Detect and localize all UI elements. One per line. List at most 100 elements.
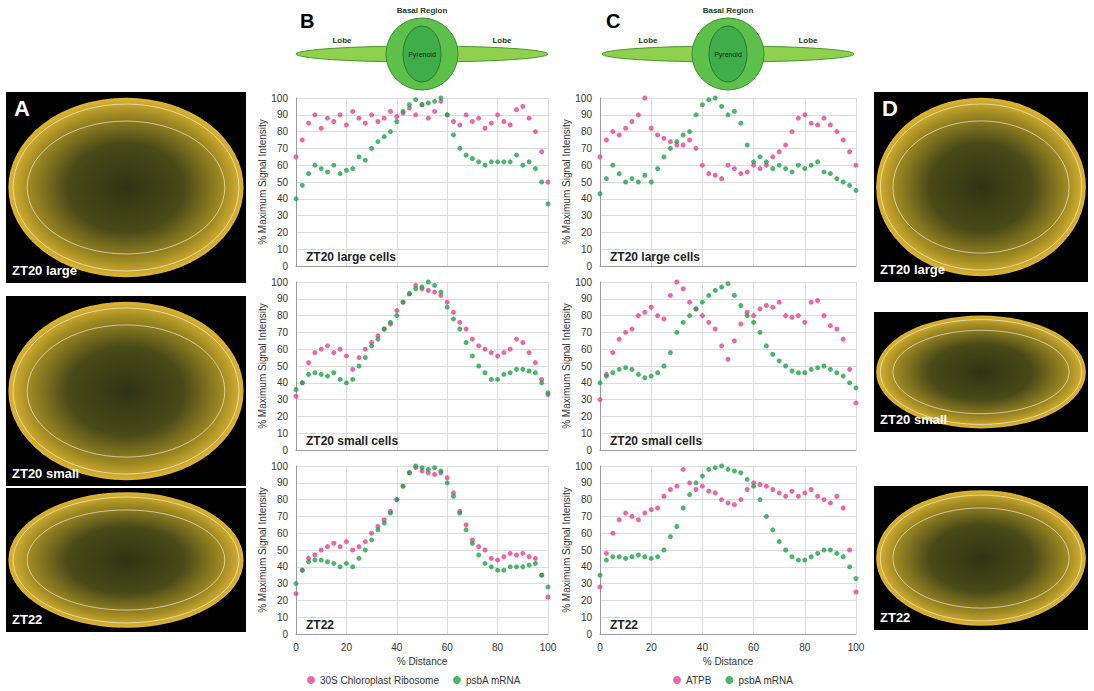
svg-text:40: 40: [697, 642, 709, 653]
svg-text:20: 20: [581, 595, 593, 606]
svg-text:20: 20: [581, 411, 593, 422]
svg-text:0: 0: [586, 261, 592, 272]
svg-text:10: 10: [277, 428, 289, 439]
svg-text:20: 20: [277, 411, 289, 422]
svg-text:40: 40: [277, 377, 289, 388]
svg-text:30S Chloroplast Ribosome: 30S Chloroplast Ribosome: [320, 675, 439, 686]
svg-text:40: 40: [581, 561, 593, 572]
svg-text:0: 0: [293, 642, 299, 653]
svg-text:Lobe: Lobe: [638, 36, 658, 45]
svg-text:90: 90: [581, 477, 593, 488]
svg-text:90: 90: [277, 109, 289, 120]
svg-text:0: 0: [282, 629, 288, 640]
svg-text:70: 70: [277, 511, 289, 522]
svg-text:20: 20: [581, 227, 593, 238]
svg-text:20: 20: [341, 642, 353, 653]
svg-text:Lobe: Lobe: [332, 36, 352, 45]
svg-text:10: 10: [277, 244, 289, 255]
svg-text:60: 60: [277, 528, 289, 539]
svg-text:ZT22: ZT22: [610, 618, 638, 632]
svg-text:60: 60: [581, 528, 593, 539]
svg-text:% Maximum Signal Intensity: % Maximum Signal Intensity: [257, 487, 268, 613]
svg-text:psbA mRNA: psbA mRNA: [466, 675, 521, 686]
svg-text:80: 80: [492, 642, 504, 653]
svg-text:60: 60: [442, 642, 454, 653]
svg-text:20: 20: [646, 642, 658, 653]
svg-text:80: 80: [799, 642, 811, 653]
svg-text:Basal Region: Basal Region: [703, 6, 754, 15]
svg-text:90: 90: [277, 293, 289, 304]
svg-text:ATPB: ATPB: [686, 675, 712, 686]
svg-text:50: 50: [581, 545, 593, 556]
svg-text:10: 10: [581, 612, 593, 623]
svg-text:ZT22: ZT22: [12, 612, 42, 627]
svg-text:60: 60: [748, 642, 760, 653]
svg-text:80: 80: [277, 126, 289, 137]
svg-text:% Distance: % Distance: [703, 656, 754, 667]
svg-text:Pyrenoid: Pyrenoid: [408, 51, 436, 59]
svg-text:100: 100: [575, 461, 592, 472]
svg-text:0: 0: [282, 445, 288, 456]
svg-text:ZT20 large cells: ZT20 large cells: [610, 250, 700, 264]
svg-text:70: 70: [277, 327, 289, 338]
svg-text:ZT20 small cells: ZT20 small cells: [610, 434, 702, 448]
svg-text:100: 100: [271, 461, 288, 472]
svg-text:60: 60: [581, 344, 593, 355]
svg-text:100: 100: [271, 93, 288, 104]
svg-text:90: 90: [581, 109, 593, 120]
svg-text:D: D: [882, 96, 898, 121]
svg-text:70: 70: [581, 327, 593, 338]
svg-text:90: 90: [581, 293, 593, 304]
svg-text:50: 50: [277, 361, 289, 372]
svg-text:Pyrenoid: Pyrenoid: [714, 51, 742, 59]
svg-text:10: 10: [277, 612, 289, 623]
svg-text:40: 40: [277, 193, 289, 204]
svg-text:30: 30: [277, 578, 289, 589]
svg-text:% Maximum Signal Intensity: % Maximum Signal Intensity: [561, 303, 572, 429]
svg-text:30: 30: [581, 578, 593, 589]
svg-text:60: 60: [581, 160, 593, 171]
svg-text:100: 100: [271, 277, 288, 288]
svg-text:80: 80: [581, 126, 593, 137]
svg-text:ZT20 small: ZT20 small: [12, 466, 79, 481]
svg-text:40: 40: [277, 561, 289, 572]
svg-text:ZT20 large: ZT20 large: [12, 263, 77, 278]
svg-text:% Maximum Signal Intensity: % Maximum Signal Intensity: [257, 119, 268, 245]
svg-text:psbA mRNA: psbA mRNA: [738, 675, 793, 686]
svg-text:80: 80: [581, 494, 593, 505]
svg-text:50: 50: [581, 361, 593, 372]
svg-text:50: 50: [277, 545, 289, 556]
svg-text:ZT22: ZT22: [306, 618, 334, 632]
svg-text:0: 0: [597, 642, 603, 653]
svg-text:100: 100: [848, 642, 865, 653]
svg-text:50: 50: [277, 177, 289, 188]
svg-text:80: 80: [277, 494, 289, 505]
svg-text:% Maximum Signal Intensity: % Maximum Signal Intensity: [257, 303, 268, 429]
svg-text:ZT20 large: ZT20 large: [880, 262, 945, 277]
svg-text:80: 80: [277, 310, 289, 321]
svg-text:ZT20 small cells: ZT20 small cells: [306, 434, 398, 448]
svg-text:% Maximum Signal Intensity: % Maximum Signal Intensity: [561, 119, 572, 245]
svg-text:60: 60: [277, 160, 289, 171]
svg-text:0: 0: [586, 629, 592, 640]
svg-text:Basal Region: Basal Region: [397, 6, 448, 15]
svg-text:30: 30: [581, 210, 593, 221]
svg-text:0: 0: [586, 445, 592, 456]
svg-text:20: 20: [277, 227, 289, 238]
svg-text:10: 10: [581, 428, 593, 439]
svg-text:Lobe: Lobe: [798, 36, 818, 45]
svg-text:30: 30: [277, 394, 289, 405]
svg-text:Lobe: Lobe: [492, 36, 512, 45]
svg-text:20: 20: [277, 595, 289, 606]
svg-text:100: 100: [575, 93, 592, 104]
svg-text:30: 30: [277, 210, 289, 221]
svg-text:% Maximum Signal Intensity: % Maximum Signal Intensity: [561, 487, 572, 613]
svg-text:50: 50: [581, 177, 593, 188]
svg-text:ZT20 large cells: ZT20 large cells: [306, 250, 396, 264]
svg-text:A: A: [14, 96, 30, 121]
svg-text:90: 90: [277, 477, 289, 488]
svg-text:100: 100: [575, 277, 592, 288]
svg-text:40: 40: [581, 377, 593, 388]
svg-text:40: 40: [581, 193, 593, 204]
svg-text:% Distance: % Distance: [397, 656, 448, 667]
